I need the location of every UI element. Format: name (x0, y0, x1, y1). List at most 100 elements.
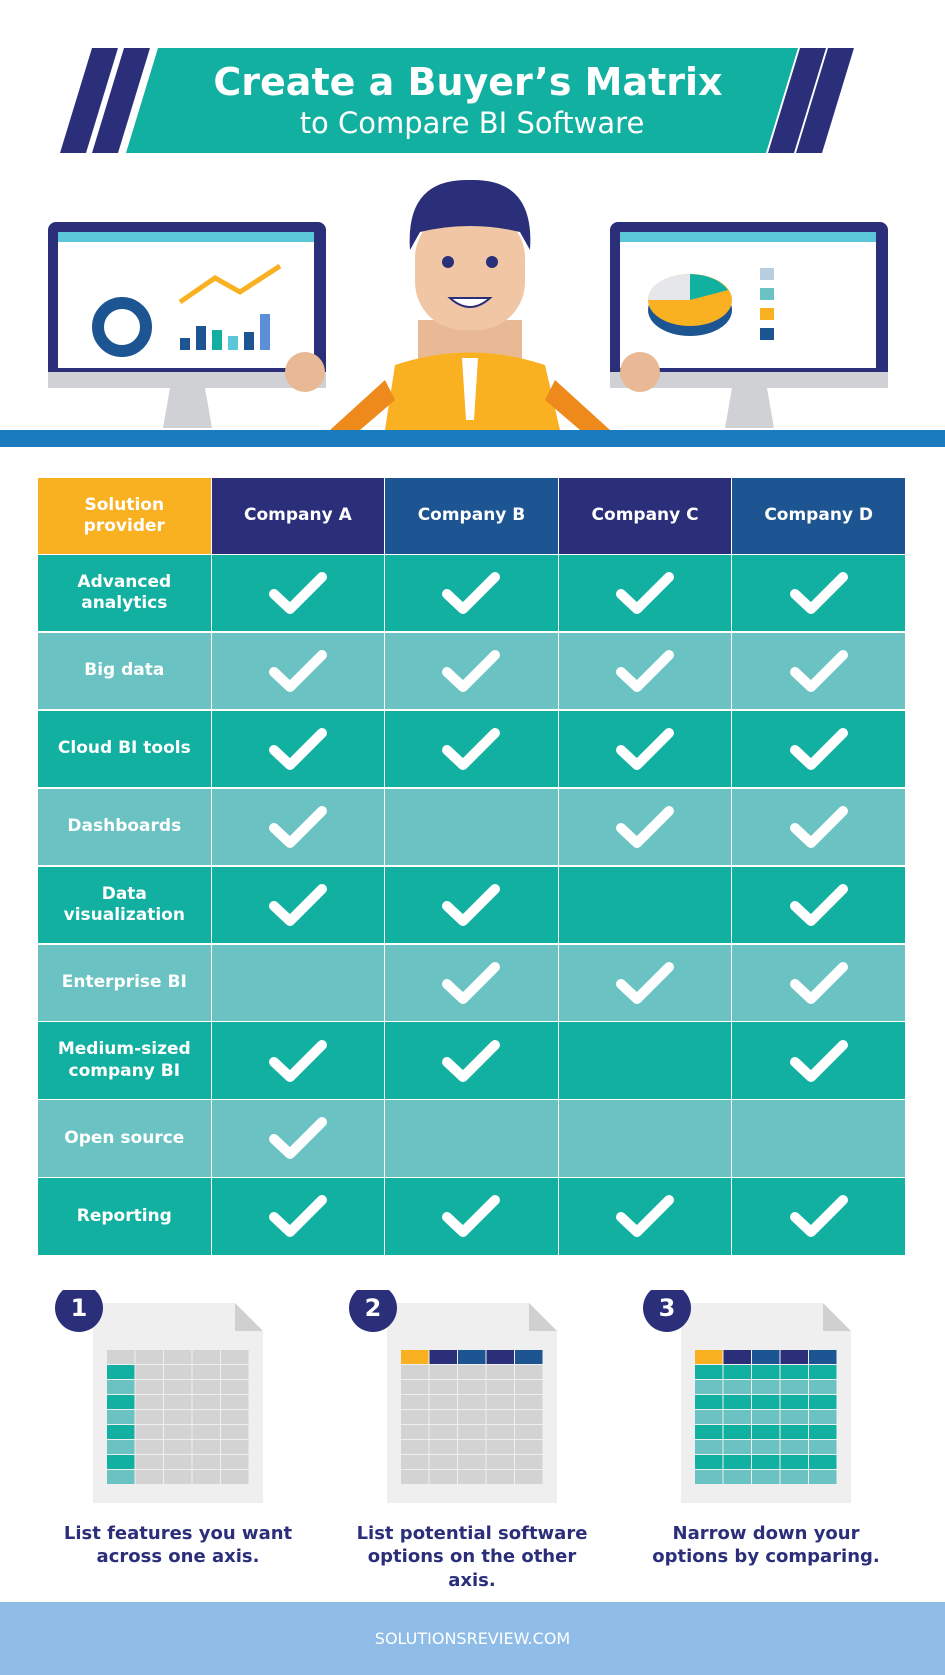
row-label: Advanced analytics (38, 555, 211, 632)
mini-cell (107, 1440, 135, 1454)
mini-cell (780, 1425, 808, 1439)
face (415, 210, 525, 330)
step-badge (643, 1290, 691, 1332)
mini-cell (515, 1350, 543, 1364)
check (442, 572, 501, 615)
matrix-cell (558, 1178, 732, 1255)
mini-cell (723, 1410, 751, 1424)
mini-cell (515, 1470, 543, 1484)
row-label: Enterprise BI (38, 944, 211, 1021)
matrix-cell (732, 1100, 905, 1177)
mini-cell (723, 1425, 751, 1439)
mini-cell (164, 1380, 192, 1394)
mouth (447, 297, 493, 308)
band (0, 430, 945, 447)
check-icon (442, 727, 501, 770)
row-label: Data visualization (38, 866, 211, 943)
check (789, 650, 848, 693)
mini-cell (780, 1470, 808, 1484)
check (789, 572, 848, 615)
mini-cell (107, 1425, 135, 1439)
mini-cell (401, 1380, 429, 1394)
mini-cell (401, 1440, 429, 1454)
mini-cell (752, 1410, 780, 1424)
mini-cell (192, 1440, 220, 1454)
mini-bar (260, 314, 270, 350)
matrix-cell (211, 632, 385, 710)
matrix-cell (732, 555, 905, 632)
mini-cell (515, 1440, 543, 1454)
matrix-cell (732, 866, 905, 943)
step-number: 3 (659, 1294, 676, 1322)
check (789, 1039, 848, 1082)
check-icon (789, 572, 848, 615)
matrix-cell (211, 555, 385, 632)
check-icon (268, 650, 327, 693)
mini-cell (752, 1470, 780, 1484)
mini-cell (723, 1455, 751, 1469)
mini-cell (429, 1395, 457, 1409)
mini-cell (164, 1455, 192, 1469)
hand (620, 352, 660, 392)
mini-cell (515, 1395, 543, 1409)
mini-cell (458, 1350, 486, 1364)
check-icon (442, 883, 501, 926)
step-caption: Narrow down your options by comparing. (652, 1523, 880, 1568)
mini-cell (429, 1410, 457, 1424)
mini-cell (401, 1455, 429, 1469)
mini-cell (401, 1365, 429, 1379)
mini-cell (401, 1425, 429, 1439)
mini-cell (809, 1470, 837, 1484)
mini-cell (695, 1350, 723, 1364)
hero: Create a Buyer’s Matrix to Compare BI So… (0, 48, 945, 447)
mini-cell (164, 1470, 192, 1484)
mini-cell (429, 1470, 457, 1484)
monitor-base (610, 372, 888, 388)
column-header: Company D (732, 478, 905, 554)
mini-cell (401, 1395, 429, 1409)
mini-cell (515, 1380, 543, 1394)
column-header: Company B (385, 478, 558, 554)
screen-bar (620, 232, 876, 242)
mini-cell (192, 1410, 220, 1424)
mini-cell (221, 1440, 249, 1454)
mini-cell (429, 1425, 457, 1439)
steps-icons: 1 2 3 (55, 1290, 851, 1503)
mini-cell (107, 1380, 135, 1394)
mini-cell (723, 1470, 751, 1484)
matrix-cell (385, 1022, 558, 1099)
mini-cell (107, 1410, 135, 1424)
step-number: 1 (71, 1294, 88, 1322)
mini-cell (135, 1365, 163, 1379)
mini-cell (429, 1380, 457, 1394)
mini-cell (221, 1455, 249, 1469)
step-caption: List features you want across one axis. (63, 1523, 293, 1568)
mini-cell (458, 1395, 486, 1409)
mini-cell (221, 1380, 249, 1394)
mini-cell (695, 1365, 723, 1379)
check (268, 650, 327, 693)
matrix-cell (732, 1178, 905, 1255)
mini-cell (192, 1455, 220, 1469)
mini-cell (135, 1350, 163, 1364)
mini-cell (135, 1470, 163, 1484)
mini-cell (486, 1455, 514, 1469)
matrix-cell (732, 788, 905, 866)
mini-bar (212, 330, 222, 350)
matrix-cell (385, 632, 558, 710)
mini-cell (192, 1470, 220, 1484)
mini-cell (192, 1350, 220, 1364)
mini-cell (221, 1425, 249, 1439)
check-icon (268, 805, 327, 848)
check (268, 805, 327, 848)
doc-fold (235, 1303, 263, 1331)
check-icon (616, 727, 675, 770)
title: Create a Buyer’s Matrix (213, 60, 722, 104)
check (442, 650, 501, 693)
matrix-cell (385, 555, 558, 632)
mini-cell (780, 1395, 808, 1409)
matrix-cell (385, 944, 558, 1021)
mini-cell (429, 1365, 457, 1379)
mini-cell (723, 1380, 751, 1394)
step-badge (349, 1290, 397, 1332)
